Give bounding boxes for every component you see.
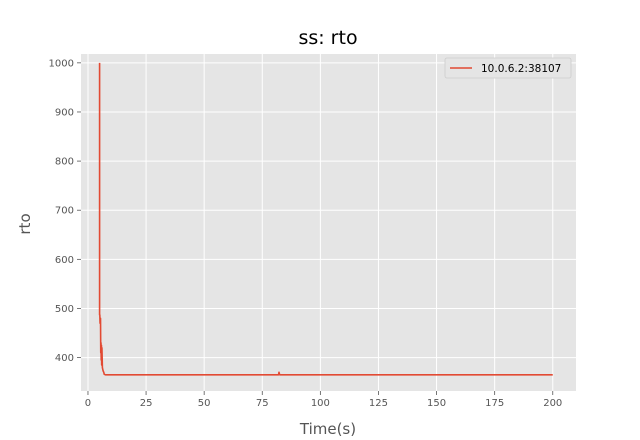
x-tick-label: 0 (85, 398, 91, 409)
y-axis-ticks: 400 500 600 700 800 900 1000 (49, 58, 81, 364)
x-axis-ticks: 0 25 50 75 100 125 150 175 200 (85, 391, 562, 409)
x-tick-label: 100 (311, 398, 330, 409)
x-tick-label: 200 (543, 398, 562, 409)
y-tick-label: 800 (55, 157, 74, 168)
x-tick-label: 75 (256, 398, 269, 409)
chart-title: ss: rto (298, 27, 357, 49)
y-axis-label: rto (16, 213, 34, 234)
y-tick-label: 400 (55, 353, 74, 364)
x-tick-label: 50 (198, 398, 211, 409)
series-layer (98, 62, 553, 376)
legend-label: 10.0.6.2:38107 (481, 63, 561, 75)
y-tick-label: 700 (55, 206, 74, 217)
grid (81, 54, 576, 391)
plot-area (81, 54, 576, 391)
legend-box (444, 57, 572, 79)
y-tick-label: 900 (55, 107, 74, 118)
y-tick-label: 600 (55, 255, 74, 266)
x-tick-label: 150 (427, 398, 446, 409)
x-tick-label: 25 (140, 398, 153, 409)
y-tick-label: 1000 (49, 58, 74, 69)
x-tick-label: 175 (485, 398, 504, 409)
series-line-0 (98, 62, 553, 376)
x-tick-label: 125 (369, 398, 388, 409)
legend: 10.0.6.2:38107 (444, 57, 572, 79)
y-tick-label: 500 (55, 304, 74, 315)
x-axis-label: Time(s) (299, 420, 356, 438)
